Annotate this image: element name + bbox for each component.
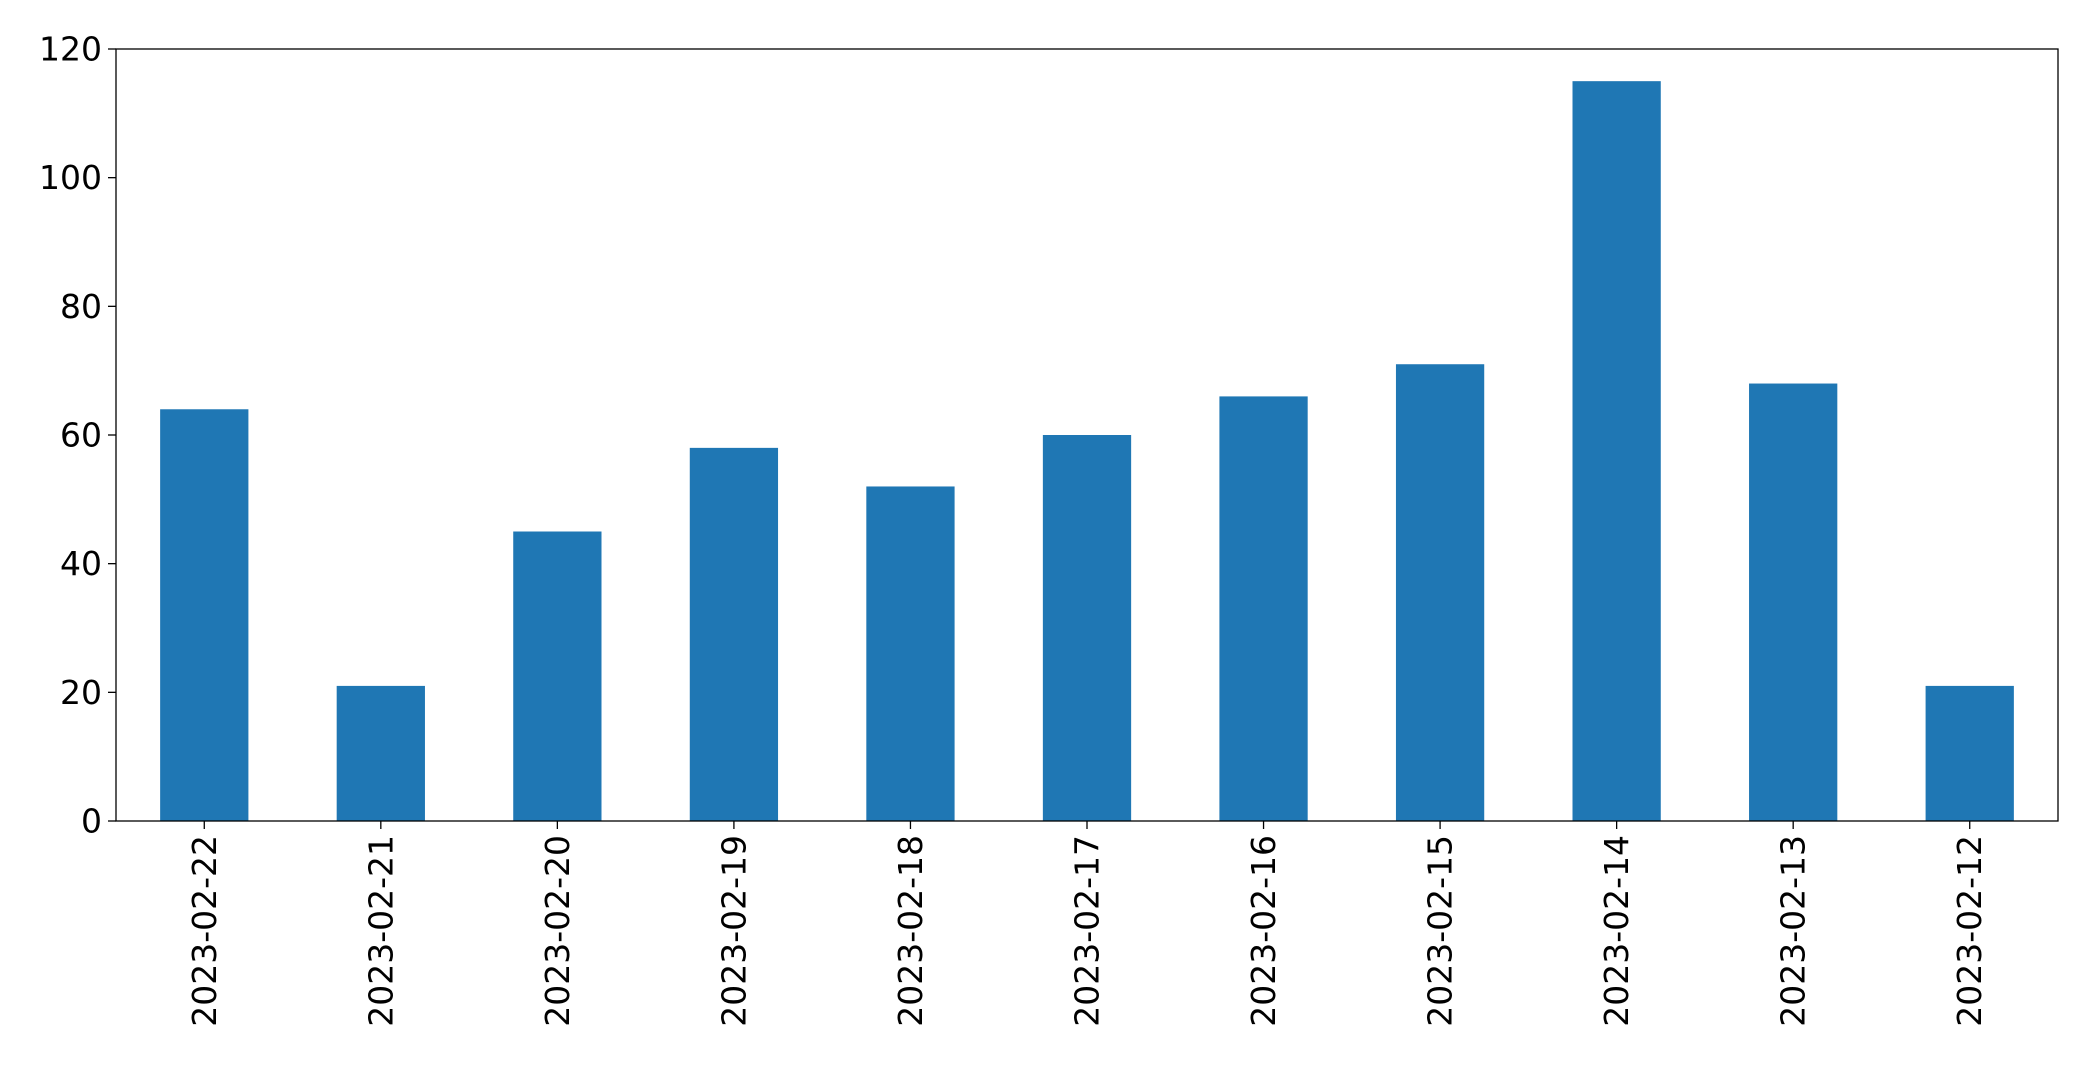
bar-2023-02-15 bbox=[1395, 364, 1485, 821]
x-tick-label: 2023-02-17 bbox=[1068, 835, 1107, 1027]
y-axis: 0 20 40 60 80 100 120 bbox=[39, 30, 116, 841]
x-tick-label: 2023-02-12 bbox=[1950, 835, 1989, 1027]
y-tick-label: 120 bbox=[39, 30, 102, 69]
bar-2023-02-13 bbox=[1749, 383, 1838, 821]
x-tick-label: 2023-02-21 bbox=[361, 835, 400, 1027]
y-tick-label: 80 bbox=[60, 287, 102, 326]
x-tick-label: 2023-02-14 bbox=[1597, 835, 1636, 1027]
bar-2023-02-18 bbox=[866, 486, 955, 821]
bar-2023-02-20 bbox=[513, 531, 602, 821]
y-tick-label: 0 bbox=[81, 802, 102, 841]
bar-2023-02-17 bbox=[1042, 435, 1132, 821]
x-tick-label: 2023-02-22 bbox=[185, 835, 224, 1027]
bar-2023-02-14 bbox=[1572, 81, 1661, 821]
x-axis: 2023-02-22 2023-02-21 2023-02-20 2023-02-19… bbox=[185, 821, 1989, 1027]
bar-2023-02-12 bbox=[1925, 685, 2014, 821]
bars-group bbox=[160, 81, 2014, 821]
plot-area-frame bbox=[115, 48, 2059, 822]
x-tick-label: 2023-02-18 bbox=[891, 835, 930, 1027]
x-tick-label: 2023-02-13 bbox=[1774, 835, 1813, 1027]
x-tick-label: 2023-02-19 bbox=[714, 835, 753, 1027]
bar-2023-02-21 bbox=[336, 685, 425, 821]
y-tick-label: 100 bbox=[39, 158, 102, 197]
bar-2023-02-19 bbox=[689, 447, 779, 821]
x-tick-label: 2023-02-16 bbox=[1244, 835, 1283, 1027]
y-tick-label: 60 bbox=[60, 416, 102, 455]
bar-2023-02-16 bbox=[1219, 396, 1308, 821]
y-tick-label: 20 bbox=[60, 673, 102, 712]
y-tick-label: 40 bbox=[60, 544, 102, 583]
bar-2023-02-22 bbox=[160, 409, 249, 821]
x-tick-label: 2023-02-20 bbox=[538, 835, 577, 1027]
x-tick-label: 2023-02-15 bbox=[1421, 835, 1460, 1027]
